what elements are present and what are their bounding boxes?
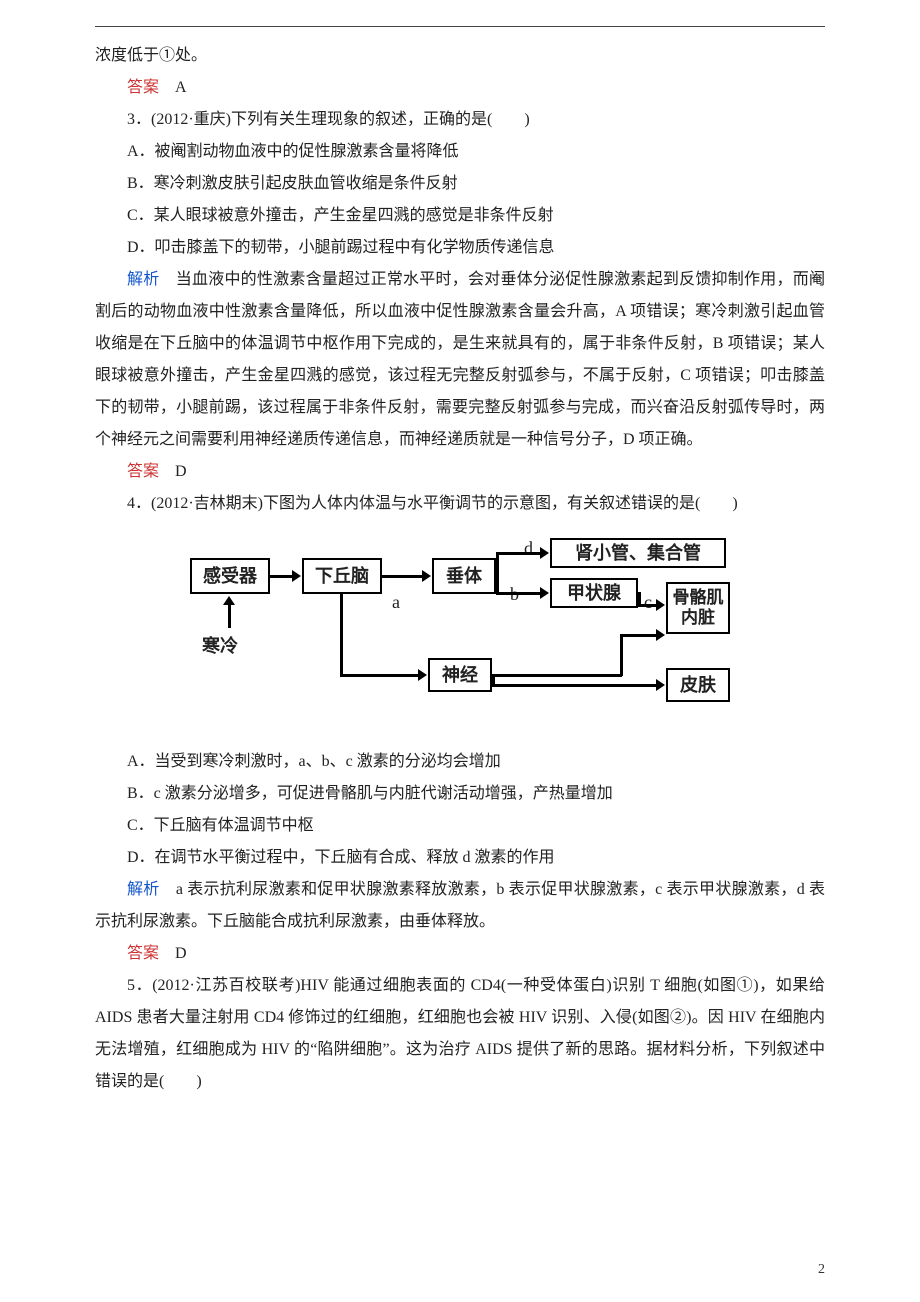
answer-1: 答案 A	[95, 72, 825, 104]
answer-4: 答案 D	[95, 938, 825, 970]
q3-option-d: D．叩击膝盖下的韧带，小腿前踢过程中有化学物质传递信息	[95, 232, 825, 264]
arrow-head-icon	[418, 669, 427, 681]
node-hypothalamus: 下丘脑	[302, 558, 382, 594]
answer-value: A	[175, 79, 187, 96]
node-kidney: 肾小管、集合管	[550, 538, 726, 568]
arrow	[270, 575, 294, 578]
answer-3: 答案 D	[95, 456, 825, 488]
arrow-head-icon	[540, 587, 549, 599]
arrow	[496, 575, 499, 593]
node-nerve: 神经	[428, 658, 492, 692]
analysis-label: 解析	[127, 881, 160, 898]
arrow	[340, 674, 420, 677]
answer-label: 答案	[127, 463, 159, 480]
q3-option-c: C．某人眼球被意外撞击，产生金星四溅的感觉是非条件反射	[95, 200, 825, 232]
analysis-body: a 表示抗利尿激素和促甲状腺激素释放激素，b 表示促甲状腺激素，c 表示甲状腺激…	[95, 881, 825, 930]
arrow-head-icon	[223, 596, 235, 605]
answer-label: 答案	[127, 79, 159, 96]
answer-value: D	[175, 945, 187, 962]
q3-option-a: A．被阉割动物血液中的促性腺激素含量将降低	[95, 136, 825, 168]
q4-stem: 4．(2012·吉林期末)下图为人体内体温与水平衡调节的示意图，有关叙述错误的是…	[95, 488, 825, 520]
analysis-label: 解析	[127, 271, 159, 288]
arrow	[620, 634, 658, 637]
q5-body: 5．(2012·江苏百校联考)HIV 能通过细胞表面的 CD4(一种受体蛋白)识…	[95, 970, 825, 1098]
node-receptor: 感受器	[190, 558, 270, 594]
edge-label-d: d	[524, 530, 533, 566]
arrow	[496, 552, 499, 576]
arrow	[228, 604, 231, 628]
arrow	[340, 594, 343, 674]
q4-option-c: C．下丘脑有体温调节中枢	[95, 810, 825, 842]
continuation-line: 浓度低于①处。	[95, 40, 825, 72]
node-thyroid: 甲状腺	[550, 578, 638, 608]
arrow-head-icon	[656, 599, 665, 611]
q4-option-b: B．c 激素分泌增多，可促进骨骼肌与内脏代谢活动增强，产热量增加	[95, 778, 825, 810]
arrow	[620, 634, 623, 676]
arrow	[638, 604, 658, 607]
arrow	[382, 575, 424, 578]
answer-label: 答案	[127, 945, 159, 962]
q4-analysis: 解析 a 表示抗利尿激素和促甲状腺激素释放激素，b 表示促甲状腺激素，c 表示甲…	[95, 874, 825, 938]
node-muscle-top: 骨骼肌	[673, 588, 724, 608]
arrow-head-icon	[540, 547, 549, 559]
arrow-head-icon	[422, 570, 431, 582]
arrow	[496, 592, 542, 595]
node-muscle: 骨骼肌 内脏	[666, 582, 730, 634]
node-skin: 皮肤	[666, 668, 730, 702]
edge-label-c: c	[644, 584, 652, 620]
arrow-head-icon	[656, 629, 665, 641]
q3-option-b: B．寒冷刺激皮肤引起皮肤血管收缩是条件反射	[95, 168, 825, 200]
edge-label-a: a	[392, 584, 400, 620]
header-rule	[95, 26, 825, 27]
page-number: 2	[818, 1256, 825, 1284]
answer-value: D	[175, 463, 187, 480]
q3-stem: 3．(2012·重庆)下列有关生理现象的叙述，正确的是( )	[95, 104, 825, 136]
q4-option-d: D．在调节水平衡过程中，下丘脑有合成、释放 d 激素的作用	[95, 842, 825, 874]
node-pituitary: 垂体	[432, 558, 496, 594]
arrow	[496, 552, 542, 555]
arrow-head-icon	[656, 679, 665, 691]
q4-option-a: A．当受到寒冷刺激时，a、b、c 激素的分泌均会增加	[95, 746, 825, 778]
node-muscle-bot: 内脏	[681, 608, 715, 628]
arrow	[492, 684, 658, 687]
arrow-head-icon	[292, 570, 301, 582]
q4-diagram: 感受器 下丘脑 垂体 肾小管、集合管 甲状腺 骨骼肌 内脏 神经 皮肤 寒冷 a…	[190, 538, 730, 728]
arrow	[492, 674, 622, 677]
analysis-body: 当血液中的性激素含量超过正常水平时，会对垂体分泌促性腺激素起到反馈抑制作用，而阉…	[95, 271, 825, 448]
label-cold: 寒冷	[202, 628, 238, 664]
q3-analysis: 解析 当血液中的性激素含量超过正常水平时，会对垂体分泌促性腺激素起到反馈抑制作用…	[95, 264, 825, 456]
